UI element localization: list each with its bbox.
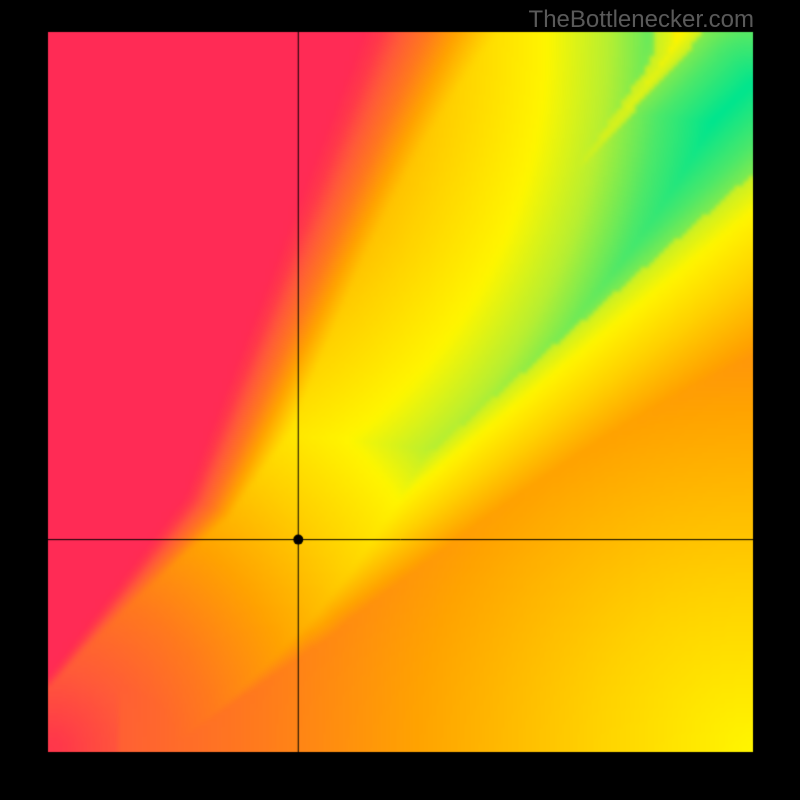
bottleneck-heatmap xyxy=(0,0,800,800)
watermark-text: TheBottlenecker.com xyxy=(529,6,754,34)
